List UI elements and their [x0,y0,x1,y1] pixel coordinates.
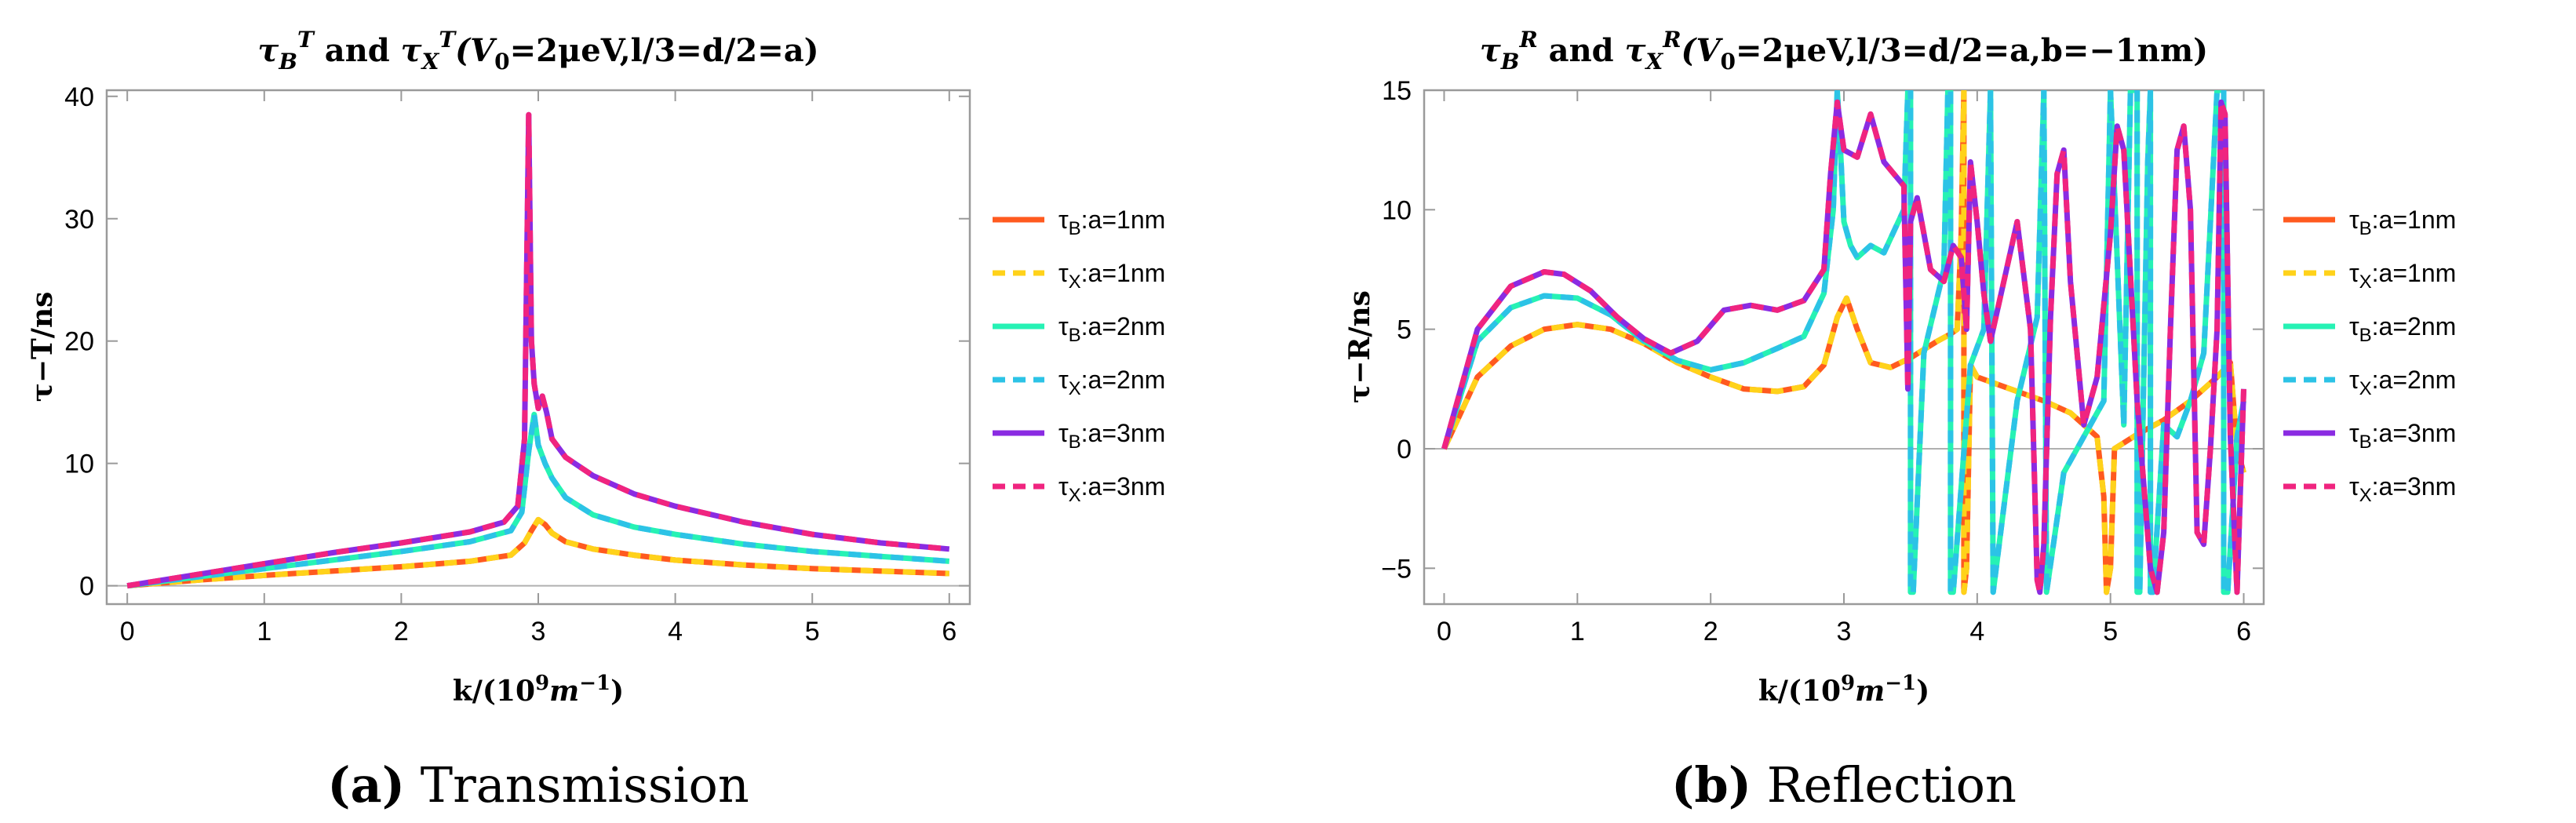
chart-a-series-line-1 [126,516,949,589]
chart-b-ticks: 0 1 2 3 4 5 6 −5 0 5 10 15 [1381,76,2264,646]
chart-b-ytick-label: 5 [1397,315,1412,345]
chart-a-ytick-label: 20 [64,327,94,357]
chart-b-series-line-5 [1441,99,2246,595]
chart-a-ytick-label: 0 [79,572,94,602]
chart-a-legend-label: τB:a=3nm [1058,419,1165,453]
chart-transmission: τBT and τXT(V0=2μeV,l/3=d/2=a) 0 1 2 3 4 5 6 0 1… [26,27,1165,814]
chart-b-legend-label: τB:a=3nm [2349,419,2456,453]
caption-b: (b) Reflection [1671,756,2017,814]
chart-b-series [1441,90,2246,595]
chart-a-ytick-label: 30 [64,205,94,235]
chart-a-xtick-label: 5 [805,617,820,646]
chart-a-xtick-label: 0 [120,617,135,646]
chart-a-legend-label: τB:a=2nm [1058,312,1165,346]
chart-a-legend: τB:a=1nm τX:a=1nm τB:a=2nm τX:a=2nm τB:a=3nm… [993,206,1165,506]
chart-a-legend-label: τX:a=3nm [1058,472,1165,506]
chart-b-xlabel: k/(109m−1) [1758,672,1929,708]
chart-b-legend-label: τX:a=3nm [2349,472,2456,506]
chart-b-legend-label: τB:a=2nm [2349,312,2456,346]
chart-b-ytick-label: 15 [1382,76,1412,106]
chart-a-ytick-label: 40 [64,82,94,112]
chart-a-ytick-label: 10 [64,450,94,479]
chart-a-xtick-label: 2 [394,617,409,646]
chart-b-ytick-label: 10 [1382,195,1412,225]
chart-a-xtick-label: 3 [531,617,546,646]
chart-b-ytick-label: −5 [1381,554,1412,584]
chart-a-xtick-label: 4 [668,617,683,646]
chart-a-title: τBT and τXT(V0=2μeV,l/3=d/2=a) [257,27,818,75]
chart-a-legend-label: τX:a=2nm [1058,366,1165,399]
chart-b-ylabel: τ−R/ns [1343,290,1376,403]
chart-b-xtick-label: 5 [2103,617,2118,646]
chart-a-frame [105,89,971,606]
chart-b-xtick-label: 4 [1969,617,1984,646]
chart-b-legend: τB:a=1nm τX:a=1nm τB:a=2nm τX:a=2nm τB:a=3nm… [2283,206,2456,506]
chart-b-xtick-label: 2 [1703,617,1718,646]
caption-a: (a) Transmission [327,756,749,814]
chart-a-xtick-label: 1 [257,617,271,646]
chart-b-legend-label: τX:a=1nm [2349,259,2456,293]
chart-b-xtick-label: 3 [1837,617,1852,646]
chart-a-series-line-3 [126,411,950,589]
chart-a-series-line-5 [126,111,950,589]
chart-b-title: τBR and τXR(V0=2μeV,l/3=d/2=a,b=−1nm) [1480,27,2208,75]
chart-reflection: τBR and τXR(V0=2μeV,l/3=d/2=a,b=−1nm) 0 1… [1343,27,2456,814]
chart-b-xtick-label: 6 [2236,617,2251,646]
chart-b-xtick-label: 0 [1437,617,1452,646]
chart-b-series-line-1 [1441,90,2246,595]
chart-a-series [126,111,950,589]
chart-a-legend-label: τB:a=1nm [1058,206,1165,239]
chart-a-ticks: 0 1 2 3 4 5 6 0 10 20 30 40 [64,82,970,646]
chart-b-series-line-3 [1441,90,2246,595]
chart-a-ylabel: τ−T/ns [26,292,59,402]
chart-b-xtick-label: 1 [1570,617,1585,646]
chart-a-series-line-4 [126,111,950,589]
chart-a-xtick-label: 6 [942,617,956,646]
chart-b-ytick-label: 0 [1397,435,1412,464]
chart-b-legend-label: τX:a=2nm [2349,366,2456,399]
chart-a-xlabel: k/(109m−1) [453,672,624,708]
chart-b-legend-label: τB:a=1nm [2349,206,2456,239]
chart-a-legend-label: τX:a=1nm [1058,259,1165,293]
